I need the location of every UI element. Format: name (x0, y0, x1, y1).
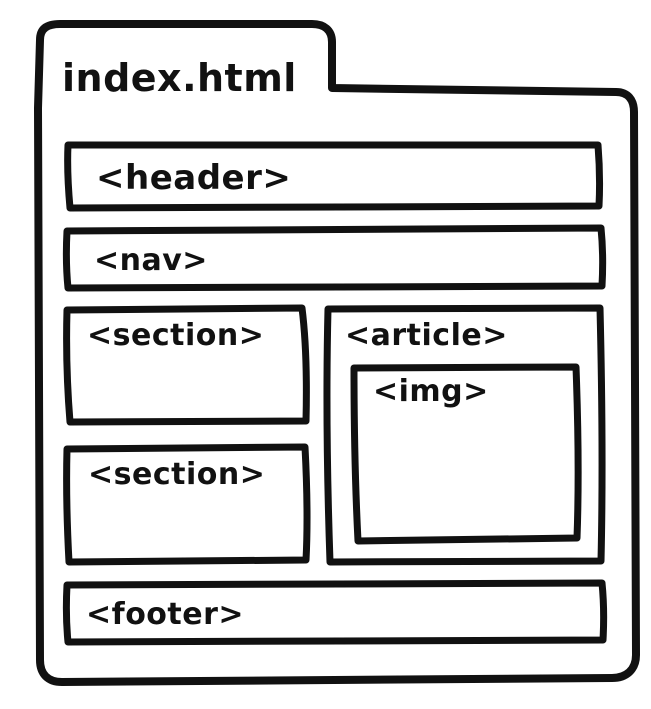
section-top-label: <section> (87, 318, 264, 353)
article-label: <article> (345, 318, 508, 353)
section-bottom-box (63, 443, 311, 566)
header-box (64, 141, 604, 212)
footer-label: <footer> (86, 597, 244, 632)
nav-label: <nav> (94, 243, 208, 278)
img-label: <img> (373, 374, 489, 409)
article-box (323, 304, 606, 566)
nav-box (62, 224, 607, 292)
section-top-box (63, 304, 310, 426)
file-name-label: index.html (62, 56, 297, 100)
img-box (350, 363, 582, 545)
header-label: <header> (96, 158, 291, 198)
section-bottom-label: <section> (88, 457, 265, 492)
footer-box (62, 579, 608, 646)
document-outline (34, 20, 640, 686)
